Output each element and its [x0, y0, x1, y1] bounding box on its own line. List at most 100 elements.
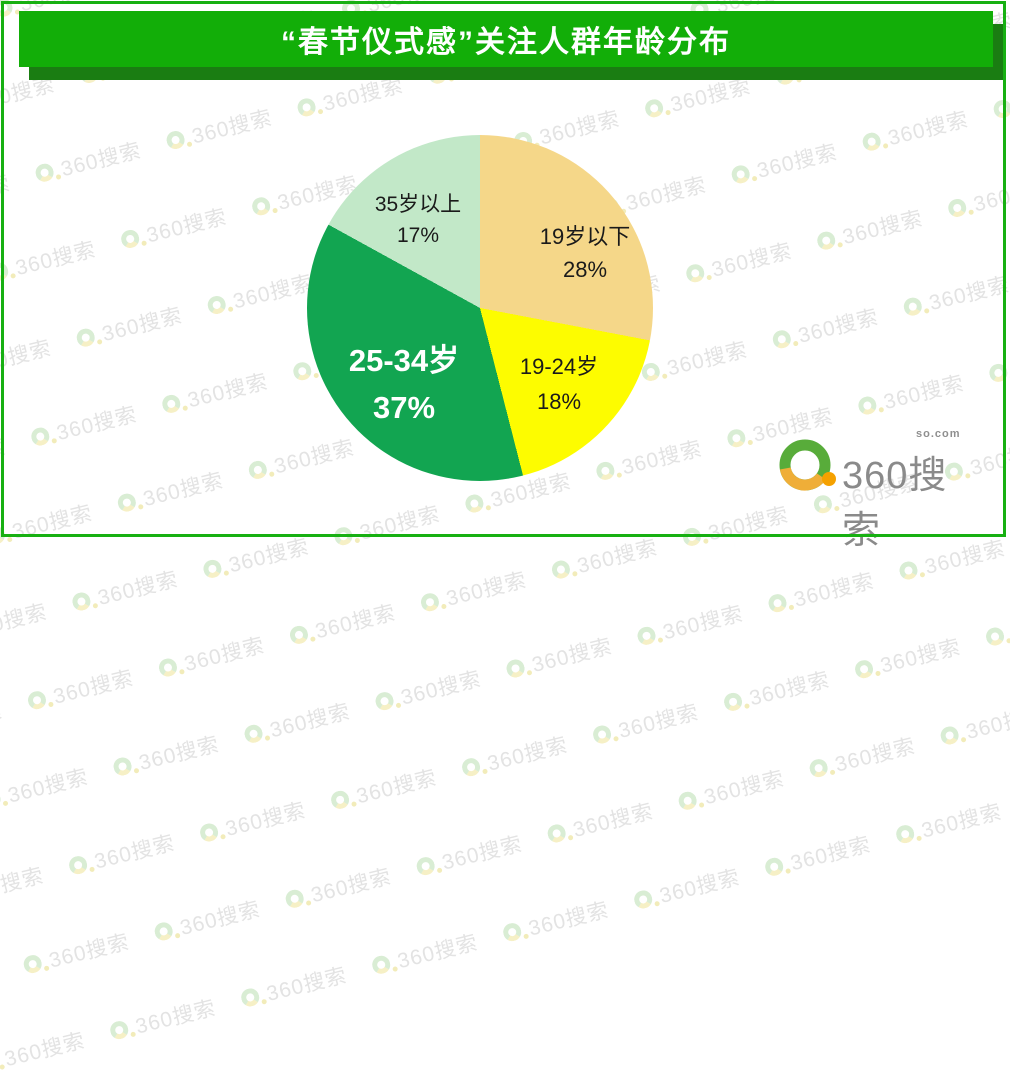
watermark-dot-icon [919, 571, 926, 578]
watermark-item: 360搜索 [32, 134, 144, 189]
watermark-text: 360搜索 [570, 799, 656, 842]
watermark-ring-icon [242, 722, 265, 745]
watermark-item: 360搜索 [0, 233, 99, 288]
watermark-item: 360搜索 [369, 926, 481, 981]
logo-dot-icon [822, 472, 836, 486]
watermark-dot-icon [833, 504, 840, 512]
watermark-text: 360搜索 [54, 402, 140, 446]
watermark-item: 360搜索 [28, 398, 140, 453]
watermark-dot-icon [616, 471, 623, 478]
watermark-text: 360搜索 [357, 502, 443, 545]
watermark-text: 360搜索 [706, 503, 792, 546]
watermark-dot-icon [268, 470, 275, 477]
watermark-ring-icon [722, 690, 744, 713]
watermark-item: 360搜索 [728, 136, 840, 191]
watermark-ring-icon [198, 821, 221, 844]
watermark-dot-icon [133, 767, 140, 774]
watermark-dot-icon [526, 669, 533, 676]
watermark-item: 360搜索 [634, 597, 746, 652]
watermark-item: 360搜索 [642, 70, 754, 125]
watermark-ring-icon [643, 97, 666, 120]
watermark-item: 360搜索 [500, 894, 612, 949]
watermark-item: 360搜索 [983, 598, 1010, 653]
watermark-dot-icon [874, 669, 881, 676]
watermark-text: 360搜索 [264, 963, 350, 1006]
watermark-ring-icon [160, 392, 183, 415]
watermark-dot-icon [968, 208, 975, 215]
watermark-item: 360搜索 [675, 762, 787, 817]
watermark-item: 360搜索 [806, 730, 918, 785]
watermark-text: 360搜索 [0, 336, 54, 379]
watermark-dot-icon [92, 602, 99, 609]
watermark-text: 360搜索 [616, 700, 702, 744]
watermark-ring-icon [684, 262, 707, 285]
watermark-ring-icon [246, 459, 269, 481]
watermark-text: 360搜索 [526, 898, 612, 941]
watermark-item: 360搜索 [0, 958, 1, 1013]
watermark-dot-icon [264, 734, 271, 741]
watermark-item: 360搜索 [0, 859, 47, 914]
watermark-text: 360搜索 [840, 206, 926, 250]
watermark-item: 360搜索 [25, 662, 137, 717]
watermark-item: 360搜索 [855, 367, 967, 422]
watermark-ring-icon [725, 427, 748, 450]
watermark-dot-icon [882, 142, 889, 149]
watermark-text: 360搜索 [136, 732, 222, 775]
watermark-item: 360搜索 [503, 630, 615, 685]
watermark-dot-icon [88, 865, 95, 872]
watermark-ring-icon [632, 888, 655, 911]
watermark-text: 360搜索 [885, 108, 971, 151]
slice-percent-text: 17% [396, 224, 440, 247]
watermark-item: 360搜索 [769, 301, 881, 356]
watermark-text: 360搜索 [788, 833, 874, 876]
watermark-ring-icon [860, 130, 883, 153]
watermark-item: 360搜索 [0, 1024, 88, 1079]
slice-percent-text: 28% [562, 257, 608, 282]
watermark-text: 360搜索 [0, 435, 9, 478]
watermark-text: 360搜索 [99, 303, 185, 347]
watermark-dot-icon [837, 241, 844, 248]
watermark-ring-icon [676, 789, 699, 812]
watermark-text: 360搜索 [0, 864, 47, 907]
watermark-ring-icon [987, 361, 1010, 384]
watermark-ring-icon [501, 921, 524, 944]
watermark-dot-icon [186, 140, 193, 147]
watermark-item: 360搜索 [0, 431, 9, 486]
watermark-ring-icon [0, 0, 15, 19]
watermark-item: 360搜索 [197, 794, 309, 849]
watermark-ring-icon [766, 592, 789, 615]
watermark-ring-icon [26, 689, 48, 712]
watermark-ring-icon [426, 63, 449, 86]
watermark-ring-icon [29, 425, 52, 448]
watermark-item: 360搜索 [287, 596, 399, 651]
watermark-item: 360搜索 [0, 68, 58, 123]
watermark-dot-icon [661, 372, 668, 379]
watermark-dot-icon [55, 173, 62, 180]
watermark-ring-icon [108, 1019, 131, 1042]
watermark-item: 360搜索 [413, 828, 525, 883]
watermark-text: 360搜索 [967, 437, 1010, 481]
watermark-dot-icon [960, 736, 967, 743]
slice-label-19-24: 19-24岁 18% [520, 349, 598, 419]
watermark-dot-icon [182, 404, 189, 411]
watermark-dot-icon [567, 834, 574, 841]
watermark-text: 360搜索 [2, 1029, 88, 1072]
watermark-text: 360搜索 [832, 734, 918, 777]
watermark-ring-icon [332, 525, 355, 548]
watermark-text: 360搜索 [657, 865, 743, 908]
watermark-text: 360搜索 [623, 173, 709, 216]
watermark-ring-icon [0, 260, 11, 283]
slice-label-25-34: 25-34岁 37% [349, 337, 459, 431]
watermark-ring-icon [67, 854, 90, 877]
watermark-ring-icon [239, 986, 262, 1009]
watermark-ring-icon [894, 823, 917, 846]
watermark-ring-icon [591, 723, 613, 746]
watermark-dot-icon [923, 307, 930, 314]
watermark-dot-icon [317, 108, 324, 115]
watermark-text: 360搜索 [0, 699, 6, 742]
watermark-ring-icon [897, 559, 920, 582]
watermark-dot-icon [612, 735, 619, 742]
watermark-ring-icon [288, 623, 310, 646]
watermark-text: 360搜索 [660, 602, 746, 645]
watermark-dot-icon [0, 1063, 6, 1070]
